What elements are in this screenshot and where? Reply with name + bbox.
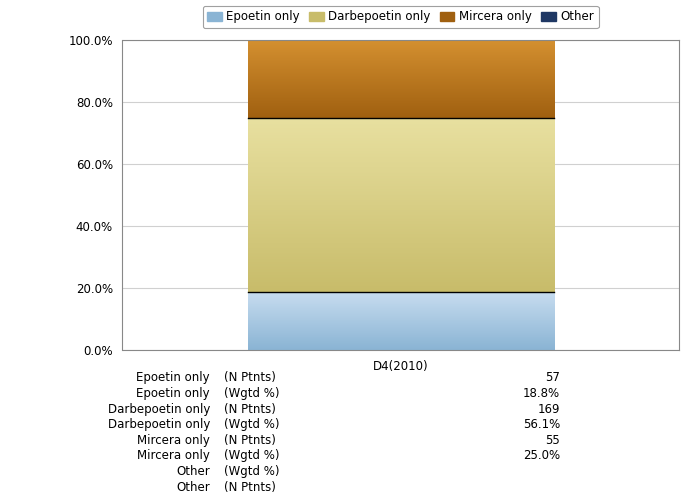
- Text: Other: Other: [176, 465, 210, 478]
- Text: (Wgtd %): (Wgtd %): [224, 450, 279, 462]
- Text: 169: 169: [538, 402, 560, 415]
- Text: (Wgtd %): (Wgtd %): [224, 387, 279, 400]
- Text: Darbepoetin only: Darbepoetin only: [108, 402, 210, 415]
- Text: (N Ptnts): (N Ptnts): [224, 402, 276, 415]
- Text: (N Ptnts): (N Ptnts): [224, 372, 276, 384]
- Text: (N Ptnts): (N Ptnts): [224, 480, 276, 494]
- Text: Epoetin only: Epoetin only: [136, 372, 210, 384]
- Text: 25.0%: 25.0%: [523, 450, 560, 462]
- Text: (N Ptnts): (N Ptnts): [224, 434, 276, 447]
- Text: Other: Other: [176, 480, 210, 494]
- Text: Darbepoetin only: Darbepoetin only: [108, 418, 210, 431]
- Text: (Wgtd %): (Wgtd %): [224, 465, 279, 478]
- Legend: Epoetin only, Darbepoetin only, Mircera only, Other: Epoetin only, Darbepoetin only, Mircera …: [203, 6, 598, 28]
- Text: Mircera only: Mircera only: [137, 450, 210, 462]
- Text: 55: 55: [545, 434, 560, 447]
- Text: Mircera only: Mircera only: [137, 434, 210, 447]
- Text: 57: 57: [545, 372, 560, 384]
- Text: (Wgtd %): (Wgtd %): [224, 418, 279, 431]
- Text: 18.8%: 18.8%: [523, 387, 560, 400]
- Text: Epoetin only: Epoetin only: [136, 387, 210, 400]
- Text: 56.1%: 56.1%: [523, 418, 560, 431]
